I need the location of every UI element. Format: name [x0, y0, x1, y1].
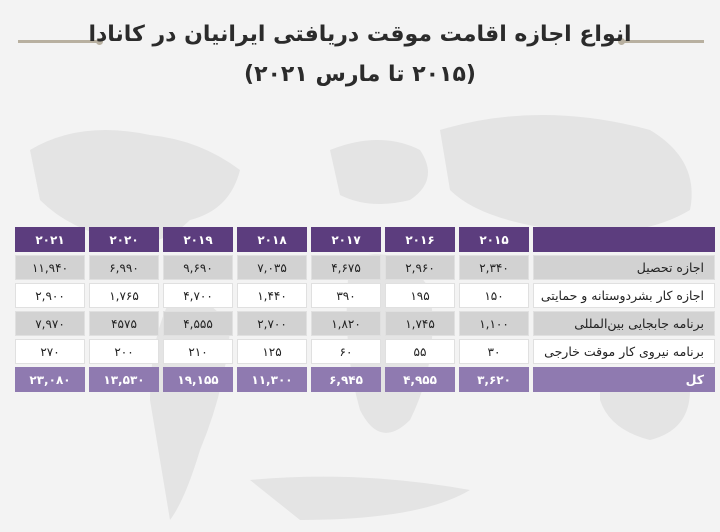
table-cell: ۲,۳۴۰ [459, 255, 529, 280]
table-cell: ۴,۶۷۵ [311, 255, 381, 280]
table-cell: ۶۰ [311, 339, 381, 364]
row-label: کل [533, 367, 715, 392]
row-label: برنامه جابجایی بین‌المللی [533, 311, 715, 336]
permit-table-container: ۲۰۲۱ ۲۰۲۰ ۲۰۱۹ ۲۰۱۸ ۲۰۱۷ ۲۰۱۶ ۲۰۱۵ ۱۱,۹۴۰ ۶,۹۹۰… [11, 224, 715, 395]
table-header-row: ۲۰۲۱ ۲۰۲۰ ۲۰۱۹ ۲۰۱۸ ۲۰۱۷ ۲۰۱۶ ۲۰۱۵ [15, 227, 715, 252]
table-cell: ۱۳,۵۳۰ [89, 367, 159, 392]
table-cell: ۱۵۰ [459, 283, 529, 308]
table-cell: ۱,۱۰۰ [459, 311, 529, 336]
title-decoration-left [18, 40, 98, 43]
table-cell: ۵۵ [385, 339, 455, 364]
table-cell: ۱,۸۲۰ [311, 311, 381, 336]
year-header: ۲۰۱۷ [311, 227, 381, 252]
year-header: ۲۰۱۵ [459, 227, 529, 252]
table-cell: ۳۰ [459, 339, 529, 364]
table-cell: ۹,۶۹۰ [163, 255, 233, 280]
table-cell: ۶,۹۹۰ [89, 255, 159, 280]
table-cell: ۱,۷۶۵ [89, 283, 159, 308]
year-header: ۲۰۱۶ [385, 227, 455, 252]
table-cell: ۲,۷۰۰ [237, 311, 307, 336]
table-cell: ۴۵۷۵ [89, 311, 159, 336]
title-line-1: انواع اجازه اقامت موقت دریافتی ایرانیان … [88, 22, 632, 47]
table-cell: ۴,۹۵۵ [385, 367, 455, 392]
table-row: ۱۱,۹۴۰ ۶,۹۹۰ ۹,۶۹۰ ۷,۰۳۵ ۴,۶۷۵ ۲,۹۶۰ ۲,۳۴۰ اجاز… [15, 255, 715, 280]
table-cell: ۲۰۰ [89, 339, 159, 364]
title-decoration-dot-right [618, 38, 625, 45]
table-cell: ۶,۹۴۵ [311, 367, 381, 392]
title-line-2: (۲۰۱۵ تا مارس ۲۰۲۱) [244, 62, 476, 87]
table-cell: ۳,۶۲۰ [459, 367, 529, 392]
table-cell: ۷,۹۷۰ [15, 311, 85, 336]
year-header: ۲۰۲۰ [89, 227, 159, 252]
table-row: ۷,۹۷۰ ۴۵۷۵ ۴,۵۵۵ ۲,۷۰۰ ۱,۸۲۰ ۱,۷۴۵ ۱,۱۰۰ برنامه… [15, 311, 715, 336]
table-cell: ۲,۹۰۰ [15, 283, 85, 308]
title-decoration-dot-left [96, 38, 103, 45]
row-label: اجازه کار بشردوستانه و حمایتی [533, 283, 715, 308]
table-cell: ۱۲۵ [237, 339, 307, 364]
chart-title: انواع اجازه اقامت موقت دریافتی ایرانیان … [0, 14, 720, 104]
table-cell: ۱۹,۱۵۵ [163, 367, 233, 392]
table-cell: ۱۱,۳۰۰ [237, 367, 307, 392]
table-body: ۱۱,۹۴۰ ۶,۹۹۰ ۹,۶۹۰ ۷,۰۳۵ ۴,۶۷۵ ۲,۹۶۰ ۲,۳۴۰ اجاز… [15, 255, 715, 392]
label-header [533, 227, 715, 252]
table-cell: ۲۷۰ [15, 339, 85, 364]
table-cell: ۱۱,۹۴۰ [15, 255, 85, 280]
table-row: ۲۷۰ ۲۰۰ ۲۱۰ ۱۲۵ ۶۰ ۵۵ ۳۰ برنامه نیروی کار موقت … [15, 339, 715, 364]
title-decoration-right [624, 40, 704, 43]
table-cell: ۱,۷۴۵ [385, 311, 455, 336]
table-cell: ۷,۰۳۵ [237, 255, 307, 280]
year-header: ۲۰۲۱ [15, 227, 85, 252]
table-cell: ۲۳,۰۸۰ [15, 367, 85, 392]
table-row: ۲,۹۰۰ ۱,۷۶۵ ۴,۷۰۰ ۱,۴۴۰ ۳۹۰ ۱۹۵ ۱۵۰ اجازه کار ب… [15, 283, 715, 308]
year-header: ۲۰۱۹ [163, 227, 233, 252]
row-label: اجازه تحصیل [533, 255, 715, 280]
permit-table: ۲۰۲۱ ۲۰۲۰ ۲۰۱۹ ۲۰۱۸ ۲۰۱۷ ۲۰۱۶ ۲۰۱۵ ۱۱,۹۴۰ ۶,۹۹۰… [11, 224, 719, 395]
table-cell: ۱,۴۴۰ [237, 283, 307, 308]
row-label: برنامه نیروی کار موقت خارجی [533, 339, 715, 364]
year-header: ۲۰۱۸ [237, 227, 307, 252]
table-cell: ۲,۹۶۰ [385, 255, 455, 280]
table-cell: ۴,۷۰۰ [163, 283, 233, 308]
total-row: ۲۳,۰۸۰ ۱۳,۵۳۰ ۱۹,۱۵۵ ۱۱,۳۰۰ ۶,۹۴۵ ۴,۹۵۵ ۳,۶۲۰ ک… [15, 367, 715, 392]
table-cell: ۲۱۰ [163, 339, 233, 364]
table-cell: ۱۹۵ [385, 283, 455, 308]
table-cell: ۳۹۰ [311, 283, 381, 308]
table-cell: ۴,۵۵۵ [163, 311, 233, 336]
